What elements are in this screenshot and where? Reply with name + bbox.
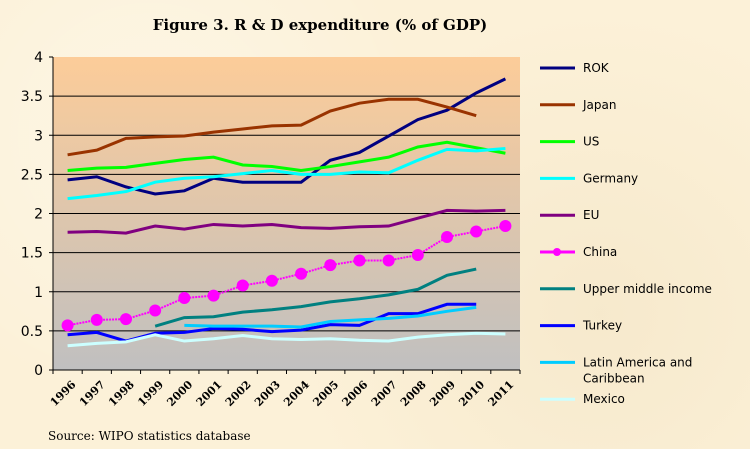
data-point-china <box>90 313 103 326</box>
data-point-china <box>119 313 132 326</box>
series-line-germany <box>67 147 506 201</box>
source-note: Source: WIPO statistics database <box>48 429 251 443</box>
data-point-china <box>178 292 191 305</box>
legend-label-mexico: Mexico <box>583 392 625 406</box>
y-tick-label: 3 <box>34 128 43 144</box>
data-point-china <box>411 248 424 261</box>
data-point-china <box>499 220 512 233</box>
data-point-china <box>265 274 278 287</box>
legend-label-rok: ROK <box>583 61 610 75</box>
series-line-eu <box>67 208 506 235</box>
legend-marker-china <box>553 248 561 256</box>
x-tick-label: 2002 <box>223 378 254 409</box>
data-point-china <box>353 254 366 267</box>
legend-label-us: US <box>583 135 599 149</box>
chart-title: Figure 3. R & D expenditure (% of GDP) <box>152 16 488 34</box>
data-point-china <box>324 259 337 272</box>
x-tick-label: 2010 <box>456 378 487 409</box>
y-tick-label: 0 <box>34 363 43 379</box>
legend-label-japan: Japan <box>582 98 616 112</box>
x-tick-label: 1999 <box>135 378 166 409</box>
legend-label-latin-america-and-caribbean: Latin America and <box>583 355 692 369</box>
legend-label-turkey: Turkey <box>582 319 622 333</box>
series-line-rok <box>67 77 507 196</box>
legend-label-germany: Germany <box>583 171 638 185</box>
data-point-china <box>61 319 74 332</box>
legend-label-upper-middle-income: Upper middle income <box>583 282 712 296</box>
y-tick-label: 2 <box>34 207 43 223</box>
data-point-china <box>295 267 308 280</box>
y-tick-label: 1 <box>34 285 43 301</box>
y-tick-label: 2.5 <box>21 167 43 183</box>
x-tick-label: 2001 <box>194 378 225 409</box>
series-line-latin-america-and-caribbean <box>184 305 477 329</box>
series-line-japan <box>67 97 477 157</box>
legend-label-latin-america-and-caribbean: Caribbean <box>583 371 645 385</box>
data-point-china <box>382 254 395 267</box>
legend-label-eu: EU <box>583 208 599 222</box>
x-tick-label: 2011 <box>486 378 517 409</box>
x-tick-label: 2000 <box>164 378 195 409</box>
x-tick-label: 2003 <box>252 378 283 409</box>
x-tick-label: 2006 <box>340 378 371 409</box>
y-tick-label: 3.5 <box>21 89 43 105</box>
y-tick-label: 0.5 <box>21 324 43 340</box>
x-tick-label: 2004 <box>281 378 312 409</box>
data-point-china <box>207 289 220 302</box>
x-tick-label: 1998 <box>106 378 137 409</box>
x-tick-label: 2005 <box>310 378 341 409</box>
series-line-upper-middle-income <box>154 267 477 328</box>
data-point-china <box>236 279 249 292</box>
legend-label-china: China <box>583 245 617 259</box>
x-tick-label: 1997 <box>77 378 108 409</box>
x-tick-label: 2009 <box>427 378 458 409</box>
y-tick-label: 4 <box>34 50 43 66</box>
series-line-mexico <box>67 331 506 348</box>
x-tick-label: 2007 <box>369 378 400 409</box>
y-tick-label: 1.5 <box>21 246 43 262</box>
x-tick-label: 1996 <box>48 378 79 409</box>
data-point-china <box>149 304 162 317</box>
data-point-china <box>441 230 454 243</box>
x-tick-label: 2008 <box>398 378 429 409</box>
series-line-china <box>67 225 506 327</box>
series-line-us <box>67 140 506 172</box>
data-point-china <box>470 225 483 238</box>
